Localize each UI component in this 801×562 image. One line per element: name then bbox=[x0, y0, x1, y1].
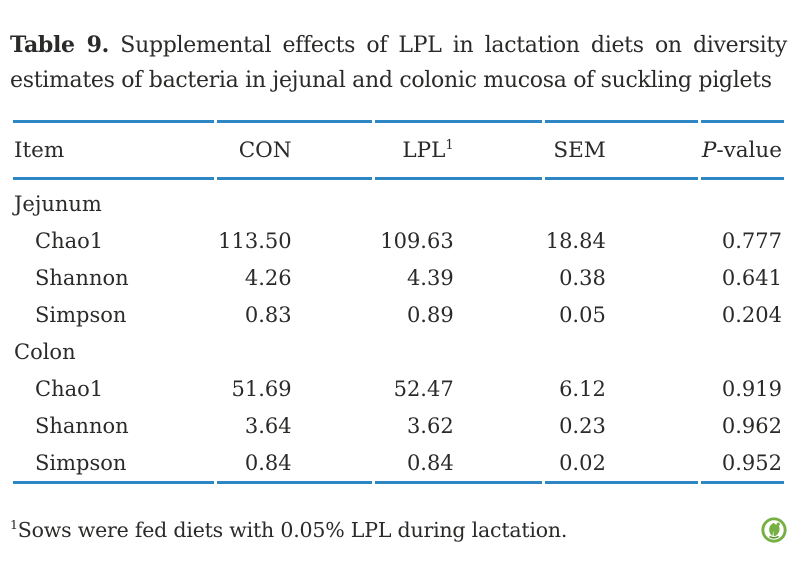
empty-cell bbox=[375, 333, 542, 370]
con-value: 0.84 bbox=[217, 444, 372, 484]
empty-cell bbox=[701, 333, 784, 370]
lpl-value: 52.47 bbox=[393, 376, 454, 401]
header-row: Item CON LPL1 SEM P-value bbox=[13, 120, 784, 180]
p-value: 0.777 bbox=[721, 228, 782, 253]
sem-value: 0.05 bbox=[559, 302, 606, 327]
con-value: 0.83 bbox=[244, 302, 292, 327]
row-label: Simpson bbox=[13, 444, 215, 484]
sem-value: 0.02 bbox=[544, 444, 698, 484]
sem-value: 18.84 bbox=[545, 228, 606, 253]
row-label: Simpson bbox=[35, 302, 127, 327]
con-value: 51.69 bbox=[231, 376, 292, 401]
row-label: Chao1 bbox=[35, 228, 104, 253]
sem-value: 0.23 bbox=[559, 413, 606, 438]
row-label: Shannon bbox=[35, 413, 129, 438]
lpl-value: 4.39 bbox=[406, 265, 454, 290]
table-footnote: 1Sows were fed diets with 0.05% LPL duri… bbox=[10, 518, 567, 542]
col-header-lpl: LPL1 bbox=[374, 120, 542, 180]
table-row: Shannon 4.26 4.39 0.38 0.641 bbox=[13, 259, 784, 296]
con-value: 3.64 bbox=[244, 413, 292, 438]
col-header-con: CON bbox=[217, 120, 372, 180]
sem-value: 6.12 bbox=[559, 376, 606, 401]
table-row: Simpson 0.83 0.89 0.05 0.204 bbox=[13, 296, 784, 333]
table-caption: Table 9. Supplemental effects of LPL in … bbox=[10, 28, 787, 98]
empty-cell bbox=[217, 180, 371, 222]
diversity-table: Item CON LPL1 SEM P-value Jejunum Chao1 … bbox=[10, 120, 787, 484]
table-caption-label: Table 9. bbox=[10, 32, 110, 58]
row-label: Shannon bbox=[35, 265, 129, 290]
table-row: Shannon 3.64 3.62 0.23 0.962 bbox=[13, 407, 784, 444]
p-value: 0.952 bbox=[700, 444, 784, 484]
lpl-value: 0.84 bbox=[374, 444, 542, 484]
p-value: 0.962 bbox=[721, 413, 782, 438]
table-caption-text: Supplemental effects of LPL in lactation… bbox=[10, 33, 788, 93]
lpl-footnote-marker: 1 bbox=[445, 137, 454, 153]
p-value: 0.204 bbox=[721, 302, 782, 327]
empty-cell bbox=[217, 333, 371, 370]
sem-value: 0.38 bbox=[559, 265, 606, 290]
footnote-marker: 1 bbox=[10, 516, 18, 532]
section-label: Colon bbox=[14, 339, 76, 364]
lpl-value: 3.62 bbox=[406, 413, 454, 438]
section-label: Jejunum bbox=[14, 191, 102, 216]
journal-leaf-badge-icon[interactable] bbox=[761, 516, 787, 543]
empty-cell bbox=[545, 333, 698, 370]
col-header-pvalue: P-value bbox=[700, 120, 784, 180]
row-label: Chao1 bbox=[35, 376, 104, 401]
lpl-value: 0.89 bbox=[406, 302, 454, 327]
con-value: 4.26 bbox=[244, 265, 292, 290]
table-row: Simpson 0.84 0.84 0.02 0.952 bbox=[13, 444, 784, 484]
col-header-item: Item bbox=[13, 120, 215, 180]
p-value: 0.641 bbox=[721, 265, 782, 290]
section-row-colon: Colon bbox=[13, 333, 784, 370]
footnote-text: Sows were fed diets with 0.05% LPL durin… bbox=[17, 517, 568, 542]
section-row-jejunum: Jejunum bbox=[13, 180, 784, 222]
empty-cell bbox=[375, 180, 542, 222]
empty-cell bbox=[545, 180, 698, 222]
lpl-value: 109.63 bbox=[380, 228, 454, 253]
empty-cell bbox=[701, 180, 784, 222]
table-row: Chao1 51.69 52.47 6.12 0.919 bbox=[13, 370, 784, 407]
p-value: 0.919 bbox=[721, 376, 782, 401]
col-header-sem: SEM bbox=[544, 120, 698, 180]
table-row: Chao1 113.50 109.63 18.84 0.777 bbox=[13, 222, 784, 259]
con-value: 113.50 bbox=[218, 228, 292, 253]
